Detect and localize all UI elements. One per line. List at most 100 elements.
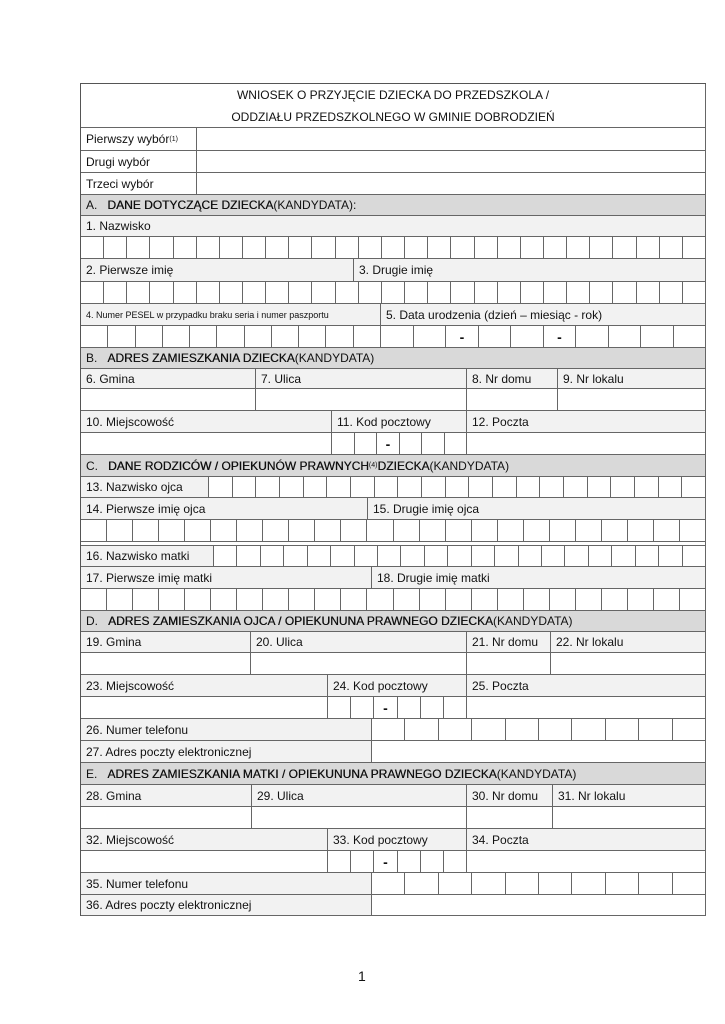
character-box[interactable] — [336, 282, 359, 304]
input-field[interactable] — [81, 433, 332, 455]
character-box[interactable] — [517, 477, 540, 498]
character-box[interactable] — [398, 477, 422, 498]
character-box[interactable] — [332, 433, 355, 455]
character-box[interactable] — [237, 520, 263, 542]
character-box[interactable] — [425, 546, 448, 567]
character-box[interactable] — [243, 237, 266, 259]
character-box[interactable] — [405, 282, 428, 304]
character-box[interactable] — [136, 326, 163, 348]
character-box[interactable] — [81, 326, 108, 348]
character-box[interactable] — [542, 546, 565, 567]
character-box[interactable] — [372, 873, 405, 895]
character-box[interactable] — [683, 282, 706, 304]
character-box[interactable] — [439, 873, 472, 895]
character-box[interactable] — [214, 546, 237, 567]
character-box[interactable] — [104, 282, 127, 304]
character-box[interactable] — [351, 697, 374, 719]
input-field[interactable] — [467, 851, 706, 873]
character-box[interactable] — [266, 237, 289, 259]
character-box[interactable] — [511, 326, 544, 348]
character-box[interactable] — [673, 719, 706, 741]
character-box[interactable] — [469, 477, 493, 498]
character-box[interactable] — [521, 282, 544, 304]
character-box[interactable] — [341, 589, 367, 611]
character-box[interactable] — [150, 237, 174, 259]
character-box[interactable] — [328, 697, 351, 719]
character-box[interactable] — [446, 477, 469, 498]
character-box[interactable] — [326, 326, 354, 348]
character-box[interactable] — [400, 433, 422, 455]
character-box[interactable] — [405, 873, 439, 895]
input-field[interactable] — [251, 653, 467, 675]
character-box[interactable] — [506, 873, 539, 895]
character-box[interactable] — [637, 282, 660, 304]
character-box[interactable] — [519, 546, 542, 567]
character-box[interactable] — [628, 520, 654, 542]
character-box[interactable] — [327, 477, 351, 498]
character-box[interactable] — [217, 326, 245, 348]
character-box[interactable] — [641, 326, 674, 348]
character-box[interactable] — [211, 589, 237, 611]
email-input[interactable] — [372, 741, 706, 763]
character-box[interactable] — [394, 589, 420, 611]
character-box[interactable] — [576, 589, 602, 611]
input-field[interactable] — [81, 389, 256, 411]
character-box[interactable] — [289, 282, 312, 304]
character-box[interactable] — [174, 282, 197, 304]
character-box[interactable] — [680, 520, 706, 542]
character-box[interactable] — [261, 546, 284, 567]
character-box[interactable] — [331, 546, 355, 567]
character-box[interactable] — [428, 282, 451, 304]
character-box[interactable] — [351, 477, 375, 498]
character-box[interactable] — [375, 477, 398, 498]
character-box[interactable] — [524, 589, 550, 611]
character-box[interactable] — [444, 851, 467, 873]
character-box[interactable] — [174, 237, 197, 259]
character-box[interactable] — [544, 282, 567, 304]
character-box[interactable] — [372, 719, 405, 741]
character-box[interactable] — [359, 282, 382, 304]
character-box[interactable] — [475, 282, 498, 304]
input-field[interactable] — [467, 653, 551, 675]
character-box[interactable] — [422, 433, 445, 455]
input-field[interactable] — [81, 851, 328, 873]
character-box[interactable] — [539, 873, 572, 895]
character-box[interactable] — [564, 477, 588, 498]
character-box[interactable] — [602, 520, 628, 542]
character-box[interactable] — [308, 546, 331, 567]
character-box[interactable] — [81, 237, 104, 259]
second-choice-input[interactable] — [197, 151, 706, 173]
character-box[interactable] — [682, 477, 706, 498]
character-box[interactable] — [355, 433, 377, 455]
character-box[interactable] — [256, 477, 280, 498]
character-box[interactable] — [428, 237, 451, 259]
character-box[interactable] — [405, 237, 428, 259]
character-box[interactable] — [367, 589, 394, 611]
character-box[interactable] — [673, 873, 706, 895]
character-box[interactable] — [451, 237, 475, 259]
character-box[interactable] — [420, 589, 446, 611]
character-box[interactable] — [674, 326, 706, 348]
character-box[interactable] — [315, 589, 341, 611]
character-box[interactable] — [612, 546, 636, 567]
character-box[interactable] — [190, 326, 217, 348]
character-box[interactable] — [272, 326, 299, 348]
character-box[interactable] — [683, 237, 706, 259]
character-box[interactable] — [266, 282, 289, 304]
character-box[interactable] — [493, 477, 517, 498]
character-box[interactable] — [312, 237, 336, 259]
character-box[interactable] — [284, 546, 308, 567]
character-box[interactable] — [81, 589, 107, 611]
character-box[interactable] — [606, 873, 639, 895]
character-box[interactable] — [328, 851, 351, 873]
character-box[interactable] — [683, 546, 706, 567]
character-box[interactable] — [420, 520, 446, 542]
character-box[interactable] — [355, 546, 378, 567]
character-box[interactable] — [576, 520, 602, 542]
character-box[interactable] — [544, 237, 567, 259]
character-box[interactable] — [245, 326, 272, 348]
character-box[interactable] — [439, 719, 472, 741]
character-box[interactable] — [233, 477, 256, 498]
character-box[interactable] — [590, 237, 613, 259]
character-box[interactable] — [108, 326, 136, 348]
